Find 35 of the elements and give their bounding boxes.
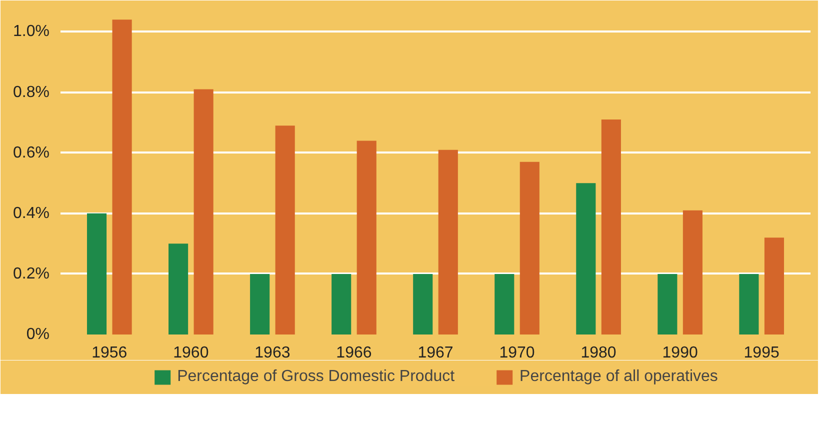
y-tick-label: 1.0%: [13, 23, 50, 40]
x-tick-label: 1995: [744, 344, 780, 362]
x-tick-label: 1970: [499, 344, 535, 362]
legend-label: Percentage of Gross Domestic Product: [177, 368, 455, 386]
bar: [112, 20, 132, 334]
y-tick-label: 0%: [26, 326, 50, 343]
bar: [764, 238, 784, 334]
legend-label: Percentage of all operatives: [520, 368, 718, 386]
bar: [601, 120, 621, 334]
bar: [520, 162, 540, 334]
bar: [168, 244, 188, 334]
y-tick-label: 0.6%: [13, 144, 50, 162]
y-tick-label: 0.4%: [13, 204, 50, 222]
x-tick-label: 1967: [418, 344, 454, 362]
bar: [86, 213, 107, 334]
bar: [275, 126, 295, 334]
bar: [356, 140, 376, 334]
bar: [658, 274, 678, 334]
x-tick-label: 1960: [173, 344, 209, 362]
bar: [413, 274, 433, 334]
x-tick-label: 1990: [662, 344, 698, 362]
bar: [438, 150, 458, 334]
y-tick-label: 0.2%: [13, 265, 50, 282]
x-tick-label: 1956: [92, 344, 128, 362]
bar: [576, 183, 596, 334]
bar: [332, 274, 352, 334]
x-tick-label: 1966: [336, 344, 372, 362]
bar: [494, 274, 514, 334]
bar: [194, 89, 214, 334]
bar: [682, 210, 702, 334]
bar: [250, 274, 270, 334]
x-tick-label: 1963: [254, 344, 290, 362]
bar: [739, 274, 759, 334]
x-tick-label: 1980: [580, 344, 616, 362]
y-tick-label: 0.8%: [13, 84, 50, 101]
